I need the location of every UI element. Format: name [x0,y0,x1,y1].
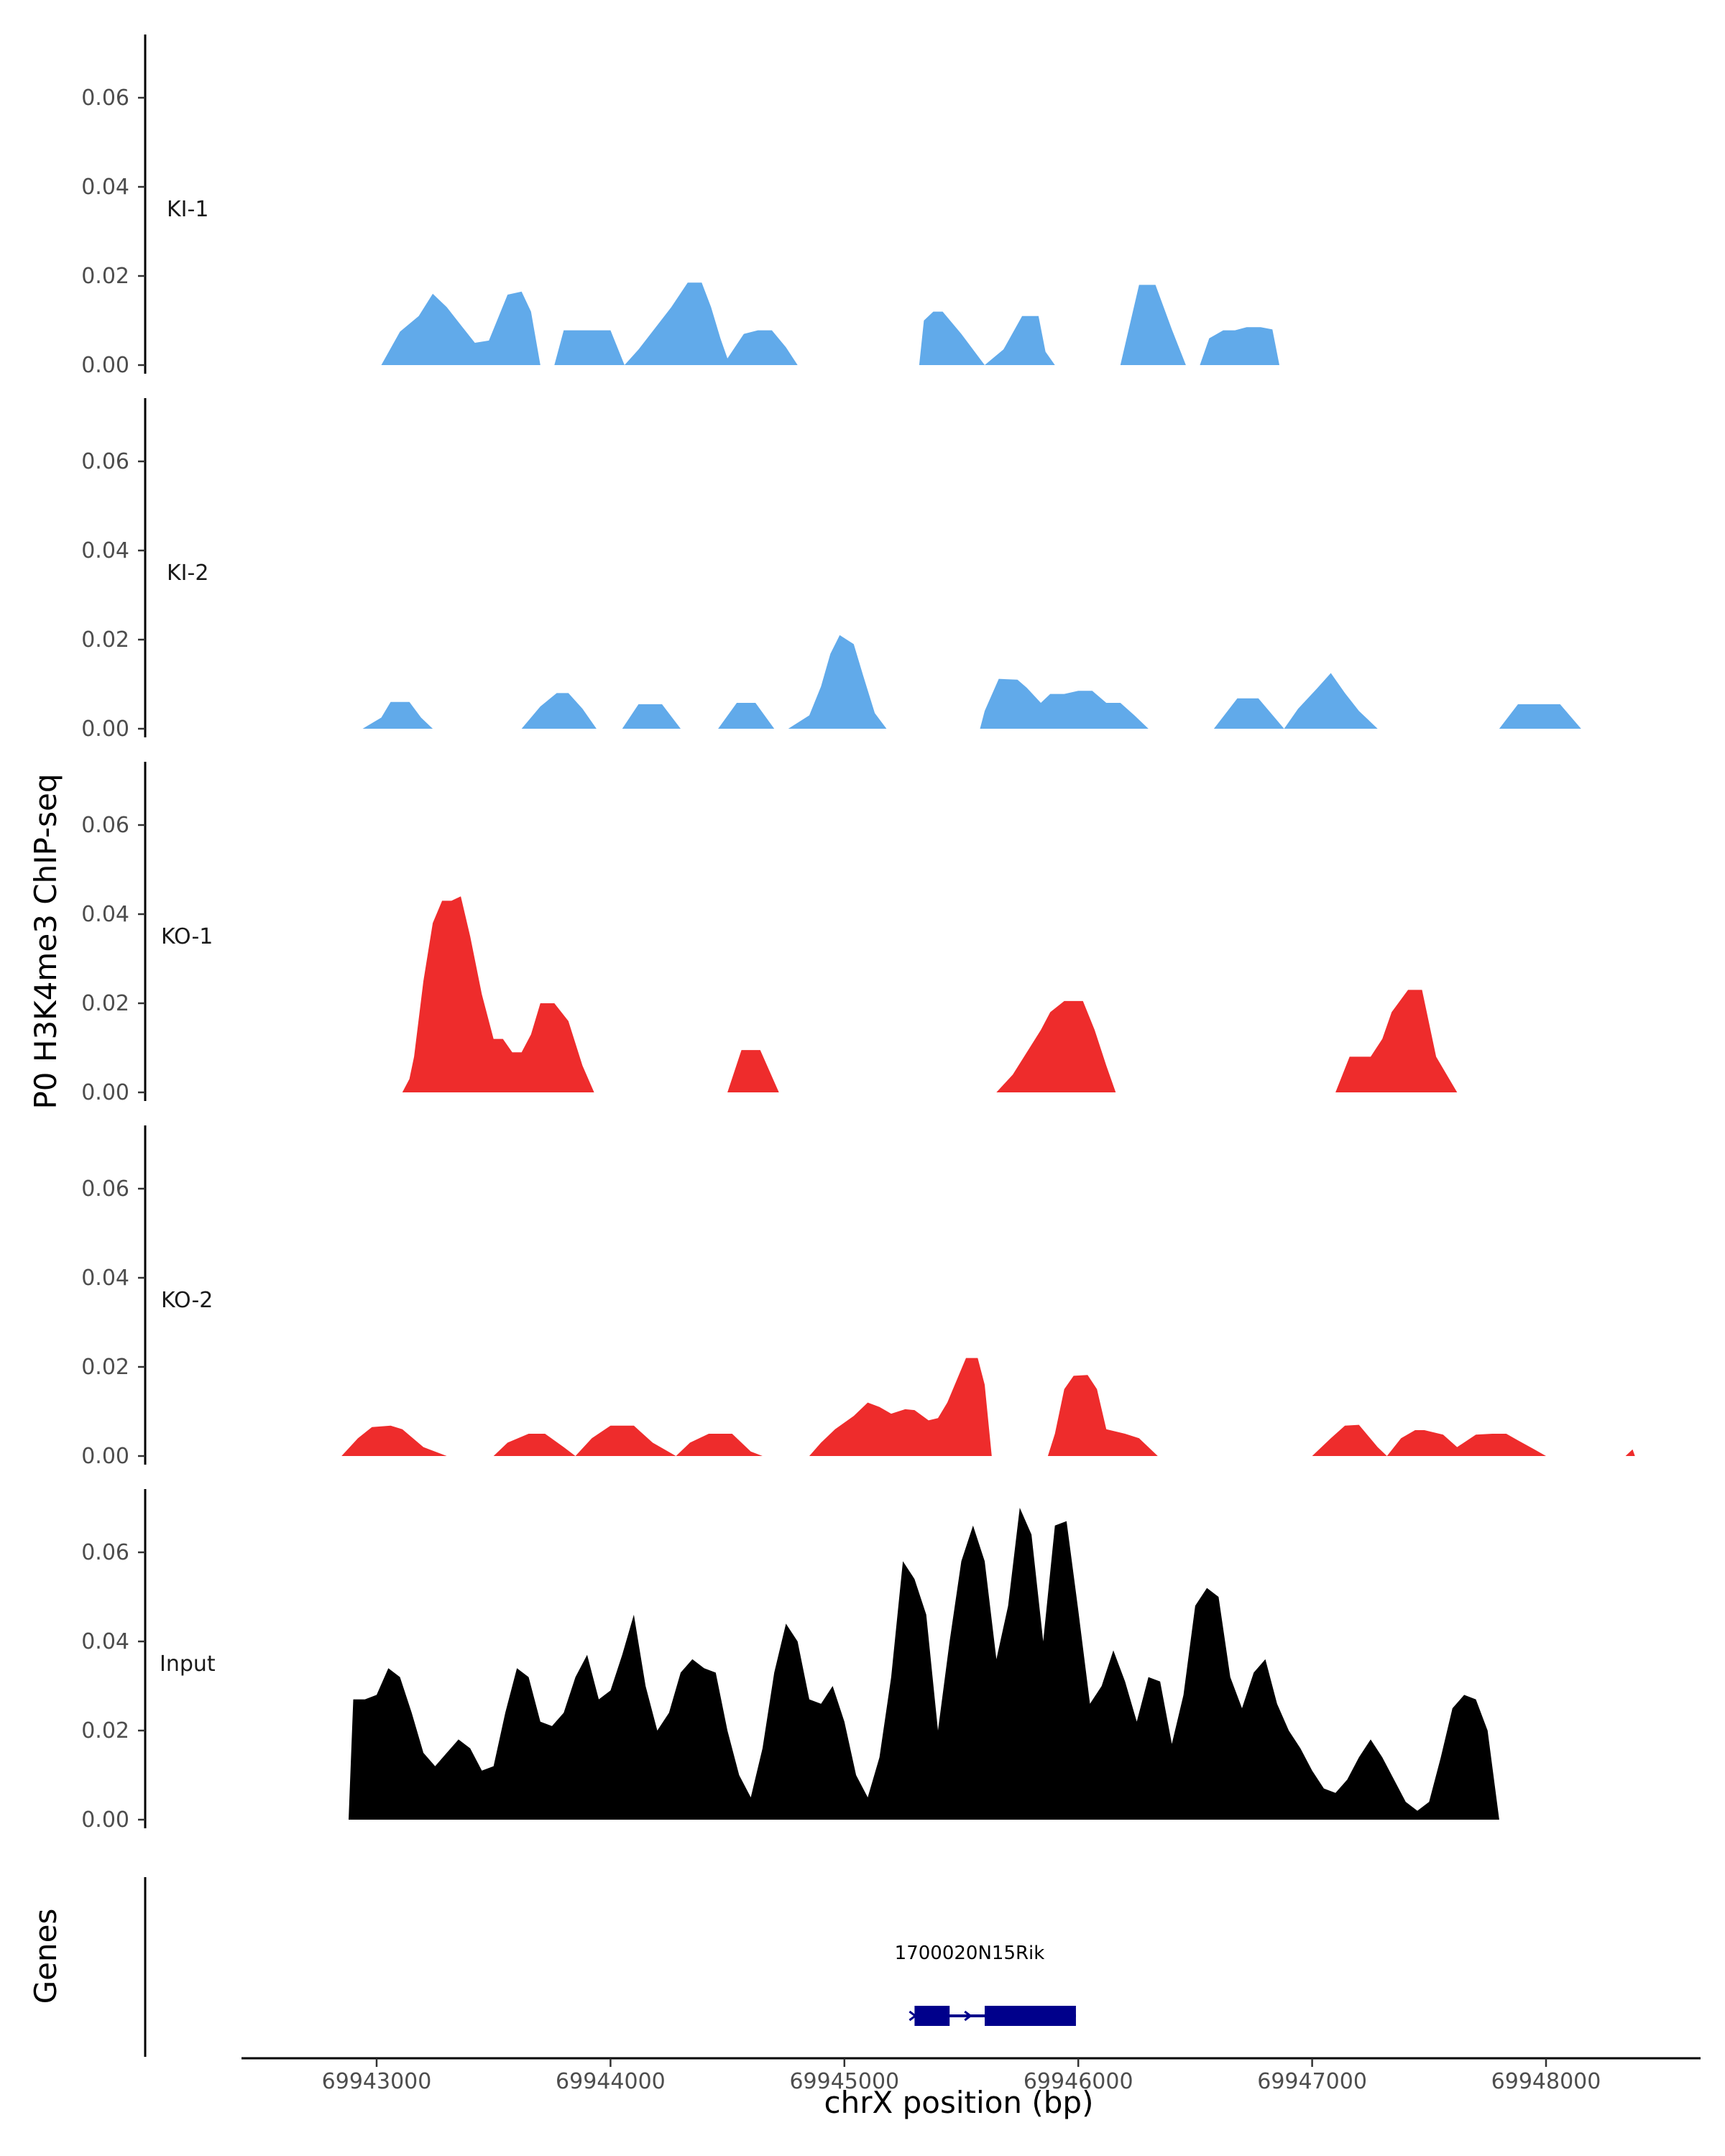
y-tick-label: 0.00 [81,1080,129,1105]
track-panel-ki-1: 0.00 0.02 0.04 0.06 KI-1 [81,34,1443,378]
x-tick-label: 69943000 [322,2069,432,2094]
y-tick-label: 0.02 [81,627,129,653]
track-label-input: Input [160,1651,216,1677]
y-tick-label: 0.02 [81,1718,129,1743]
track-panel-ki-2: 0.00 0.02 0.04 0.06 KI-2 [81,398,1581,742]
genes-track-title: Genes [28,1909,63,2004]
x-axis: 69943000 69944000 69945000 69946000 69947000… [242,2057,1701,2094]
gene-layer: 1700020N15Rik [144,1877,1076,2057]
track-label-ki-2: KI-2 [167,561,208,586]
y-tick-label: 0.04 [81,175,129,200]
x-tick-label: 69948000 [1491,2069,1601,2094]
y-tick-label: 0.06 [81,86,129,111]
y-tick-label: 0.02 [81,1355,129,1380]
x-tick-label: 69946000 [1024,2069,1133,2094]
gene-label: 1700020N15Rik [895,1943,1045,1964]
y-tick-label: 0.04 [81,1629,129,1654]
y-tick-label: 0.04 [81,538,129,563]
track-area-ki-1 [381,282,1443,365]
track-panel-ko-2: 0.00 0.02 0.04 0.06 KO-2 [81,1125,1635,1469]
y-tick-label: 0.02 [81,264,129,289]
y-tick-label: 0.00 [81,1444,129,1469]
strand-arrow-icon [908,2010,917,2022]
tracks-layer: 0.00 0.02 0.04 0.06 KI-1 0.00 0.02 0.04 0.06 KI-2… [81,34,1635,1833]
x-tick-label: 69947000 [1257,2069,1367,2094]
track-panel-input: 0.00 0.02 0.04 0.06 Input [81,1489,1635,1833]
track-area-ko-1 [402,896,1476,1092]
track-area-ko-2 [341,1358,1635,1456]
x-tick-label: 69944000 [556,2069,666,2094]
y-tick-label: 0.04 [81,1266,129,1291]
y-axis-title: P0 H3K4me3 ChIP-seq [28,773,63,1109]
strand-arrow-icon [964,2010,972,2022]
y-tick-label: 0.06 [81,1540,129,1565]
track-label-ko-1: KO-1 [161,924,213,949]
y-tick-label: 0.00 [81,353,129,378]
y-tick-label: 0.06 [81,813,129,838]
y-tick-label: 0.06 [81,1176,129,1202]
y-tick-label: 0.00 [81,1807,129,1833]
track-area-input [349,1508,1635,1820]
y-tick-label: 0.06 [81,449,129,474]
y-tick-label: 0.04 [81,902,129,927]
gene-exon [985,2006,1076,2026]
y-tick-label: 0.00 [81,717,129,742]
track-panel-ko-1: 0.00 0.02 0.04 0.06 KO-1 [81,762,1476,1105]
track-area-ki-2 [362,635,1581,729]
x-axis-title: chrX position (bp) [824,2085,1094,2120]
track-label-ki-1: KI-1 [167,197,208,222]
gene-exon [914,2006,950,2026]
x-tick-label: 69945000 [789,2069,899,2094]
y-tick-label: 0.02 [81,991,129,1016]
track-label-ko-2: KO-2 [161,1288,213,1313]
